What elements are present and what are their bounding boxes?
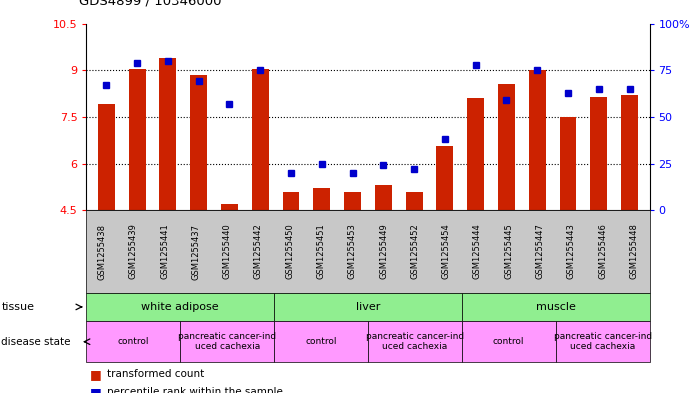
Text: pancreatic cancer-ind
uced cachexia: pancreatic cancer-ind uced cachexia <box>553 332 652 351</box>
Bar <box>98 105 115 210</box>
Text: GSM1255445: GSM1255445 <box>504 224 513 279</box>
Bar <box>590 97 607 210</box>
Text: ■: ■ <box>90 368 102 381</box>
Bar <box>467 98 484 210</box>
Text: GDS4899 / 10346000: GDS4899 / 10346000 <box>79 0 222 8</box>
Text: muscle: muscle <box>536 302 576 312</box>
Text: GSM1255448: GSM1255448 <box>630 224 638 279</box>
Bar <box>283 191 299 210</box>
Text: GSM1255452: GSM1255452 <box>410 224 419 279</box>
Text: tissue: tissue <box>1 302 35 312</box>
Bar <box>221 204 238 210</box>
Text: disease state: disease state <box>1 337 71 347</box>
Bar <box>252 69 269 210</box>
Text: control: control <box>493 337 524 346</box>
Bar <box>344 191 361 210</box>
Text: pancreatic cancer-ind
uced cachexia: pancreatic cancer-ind uced cachexia <box>366 332 464 351</box>
Bar <box>129 69 146 210</box>
Text: GSM1255441: GSM1255441 <box>160 224 169 279</box>
Text: GSM1255451: GSM1255451 <box>316 224 325 279</box>
Text: GSM1255442: GSM1255442 <box>254 224 263 279</box>
Bar <box>437 147 453 210</box>
Text: GSM1255447: GSM1255447 <box>536 224 545 279</box>
Text: GSM1255453: GSM1255453 <box>348 224 357 279</box>
Text: control: control <box>117 337 149 346</box>
Bar <box>529 70 546 210</box>
Text: white adipose: white adipose <box>142 302 219 312</box>
Text: percentile rank within the sample: percentile rank within the sample <box>107 387 283 393</box>
Text: GSM1255450: GSM1255450 <box>285 224 294 279</box>
Text: GSM1255437: GSM1255437 <box>191 224 200 279</box>
Text: GSM1255444: GSM1255444 <box>473 224 482 279</box>
Text: GSM1255438: GSM1255438 <box>97 224 106 279</box>
Bar <box>621 95 638 210</box>
Bar <box>313 189 330 210</box>
Text: GSM1255439: GSM1255439 <box>129 224 138 279</box>
Bar <box>560 117 576 210</box>
Bar <box>160 58 176 210</box>
Text: pancreatic cancer-ind
uced cachexia: pancreatic cancer-ind uced cachexia <box>178 332 276 351</box>
Text: GSM1255446: GSM1255446 <box>598 224 607 279</box>
Text: control: control <box>305 337 337 346</box>
Bar <box>190 75 207 210</box>
Text: GSM1255454: GSM1255454 <box>442 224 451 279</box>
Text: transformed count: transformed count <box>107 369 205 379</box>
Text: GSM1255449: GSM1255449 <box>379 224 388 279</box>
Bar <box>375 185 392 210</box>
Text: GSM1255443: GSM1255443 <box>567 224 576 279</box>
Text: ■: ■ <box>90 386 102 393</box>
Text: liver: liver <box>356 302 380 312</box>
Bar <box>406 191 423 210</box>
Bar <box>498 84 515 210</box>
Text: GSM1255440: GSM1255440 <box>223 224 231 279</box>
